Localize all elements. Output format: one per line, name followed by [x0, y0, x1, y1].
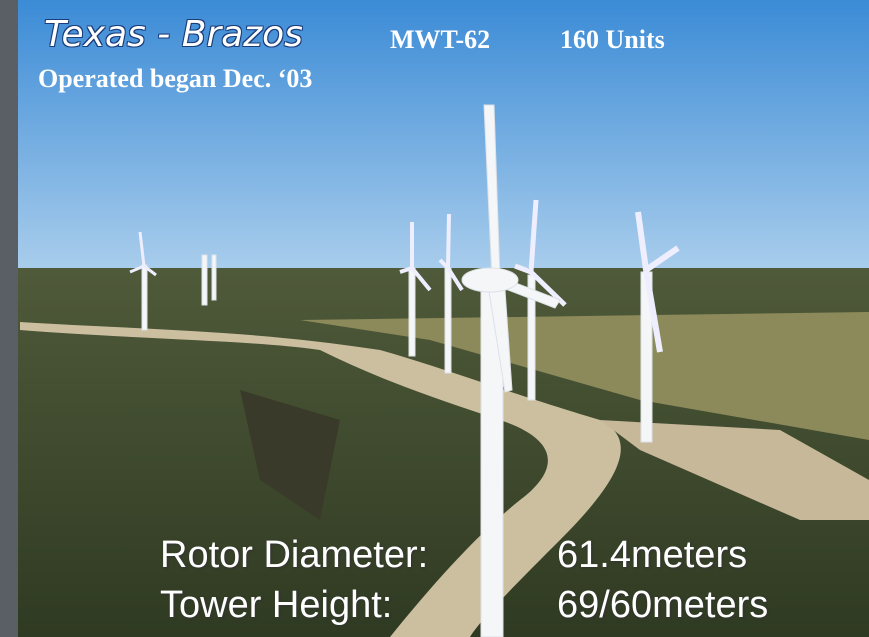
title: Texas - Brazos — [44, 14, 303, 55]
subtitle: Operated began Dec. ‘03 — [38, 64, 312, 94]
slide: Texas - Brazos MWT-62 160 Units Operated… — [0, 0, 869, 637]
spec-label: Tower Height: — [160, 584, 392, 627]
model: MWT-62 — [390, 25, 490, 55]
spec-label: Rotor Diameter: — [160, 534, 428, 577]
spec-value: 69/60meters — [557, 584, 768, 627]
spec-value: 61.4meters — [557, 534, 747, 577]
units: 160 Units — [560, 25, 665, 55]
left-strip — [0, 0, 18, 637]
